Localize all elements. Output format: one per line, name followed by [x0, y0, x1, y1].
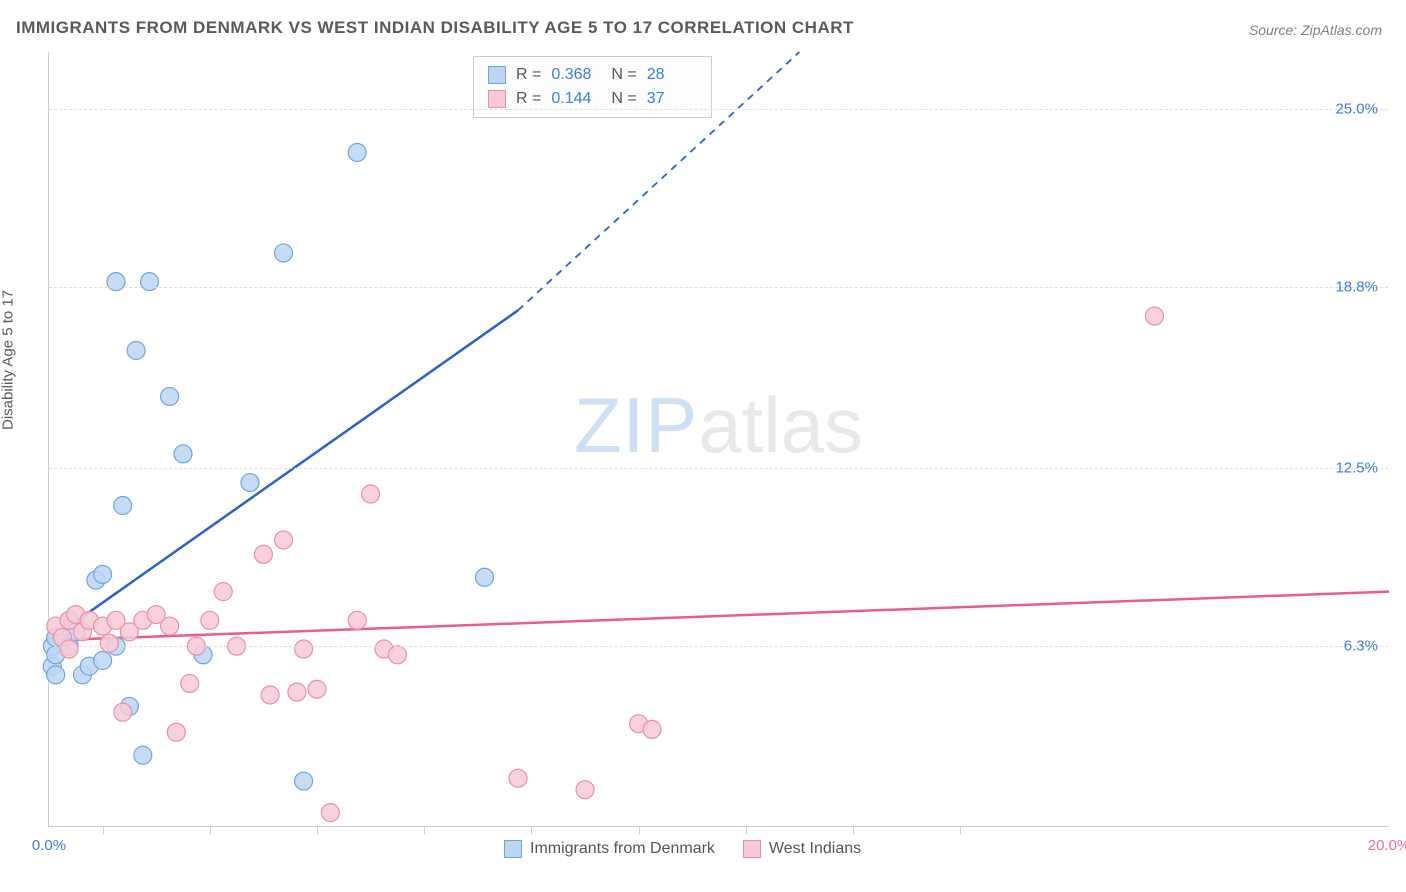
- source-attribution: Source: ZipAtlas.com: [1249, 22, 1382, 38]
- stats-row-series2: R = 0.144 N = 37: [488, 87, 697, 111]
- r-value-series1: 0.368: [551, 66, 601, 84]
- chart-canvas: [49, 52, 1388, 826]
- x-tick-label: 0.0%: [32, 837, 66, 854]
- swatch-series1-icon: [488, 66, 506, 84]
- x-tick: [424, 826, 425, 834]
- legend-label-series2: West Indians: [769, 840, 861, 858]
- gridline: [49, 468, 1388, 469]
- x-tick: [210, 826, 211, 834]
- gridline: [49, 109, 1388, 110]
- n-value-series1: 28: [647, 66, 697, 84]
- x-tick: [960, 826, 961, 834]
- legend-item-series1: Immigrants from Denmark: [504, 840, 715, 858]
- x-tick: [639, 826, 640, 834]
- legend-label-series1: Immigrants from Denmark: [530, 840, 715, 858]
- y-tick-label: 12.5%: [1335, 460, 1378, 477]
- gridline: [49, 287, 1388, 288]
- legend-swatch1-icon: [504, 840, 522, 858]
- x-tick-label: 20.0%: [1368, 837, 1406, 854]
- y-tick-label: 25.0%: [1335, 101, 1378, 118]
- x-tick: [531, 826, 532, 834]
- bottom-legend: Immigrants from Denmark West Indians: [504, 840, 861, 858]
- r-value-series2: 0.144: [551, 90, 601, 108]
- swatch-series2-icon: [488, 90, 506, 108]
- x-tick: [317, 826, 318, 834]
- n-label: N =: [611, 90, 636, 108]
- x-tick: [746, 826, 747, 834]
- gridline: [49, 646, 1388, 647]
- y-axis-label: Disability Age 5 to 17: [0, 290, 17, 430]
- legend-item-series2: West Indians: [743, 840, 861, 858]
- legend-swatch2-icon: [743, 840, 761, 858]
- plot-area: ZIPatlas R = 0.368 N = 28 R = 0.144 N = …: [48, 52, 1388, 827]
- stats-row-series1: R = 0.368 N = 28: [488, 63, 697, 87]
- y-tick-label: 18.8%: [1335, 279, 1378, 296]
- chart-title: IMMIGRANTS FROM DENMARK VS WEST INDIAN D…: [16, 18, 854, 38]
- n-label: N =: [611, 66, 636, 84]
- r-label: R =: [516, 66, 541, 84]
- x-tick: [853, 826, 854, 834]
- y-tick-label: 6.3%: [1344, 638, 1378, 655]
- x-tick: [103, 826, 104, 834]
- n-value-series2: 37: [647, 90, 697, 108]
- r-label: R =: [516, 90, 541, 108]
